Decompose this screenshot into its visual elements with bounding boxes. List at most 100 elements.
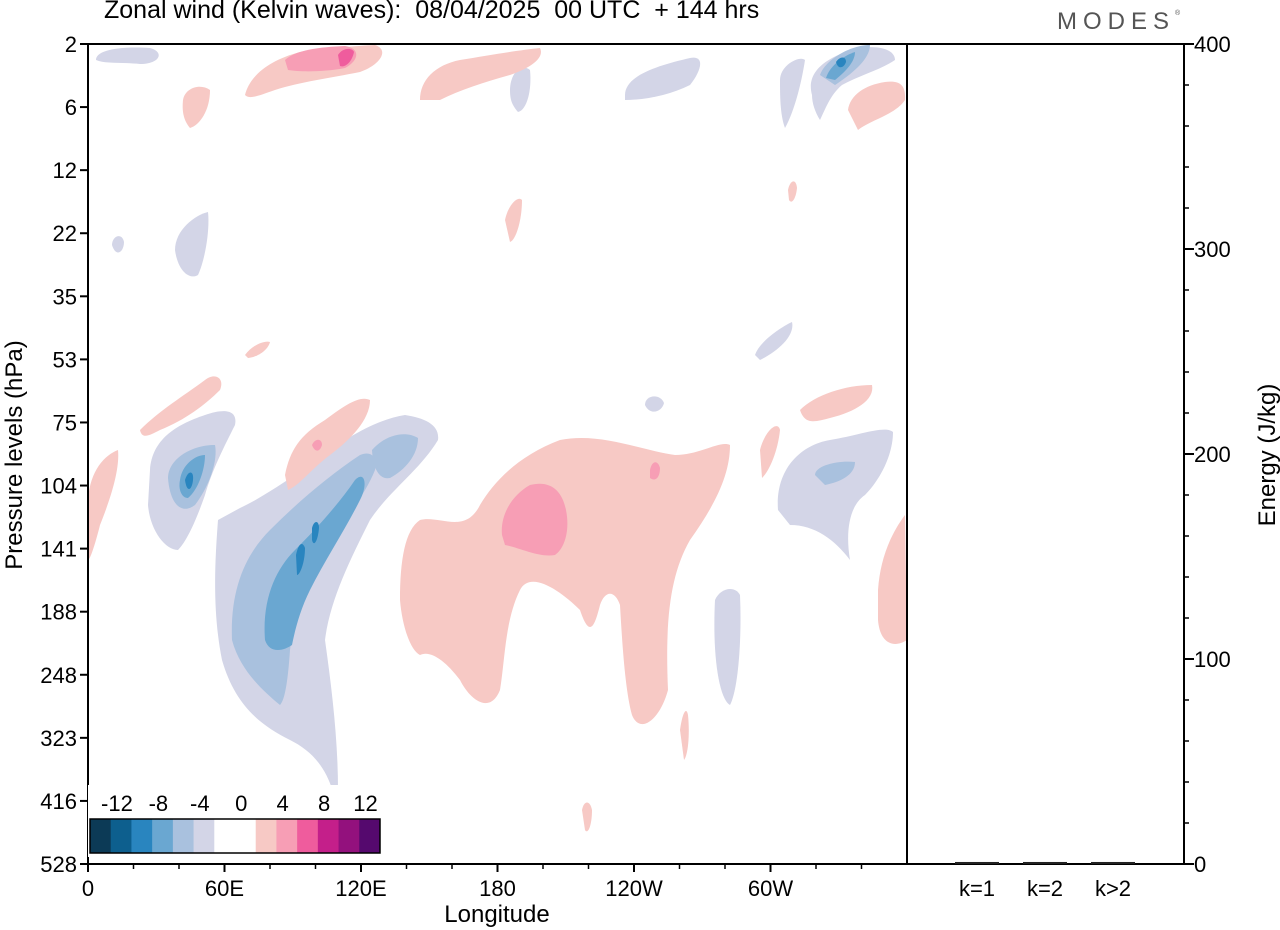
energy-category-label: k=1 xyxy=(959,876,995,901)
contour-pos-2 xyxy=(285,46,357,72)
contour-neg-2 xyxy=(815,461,855,485)
energy-category-label: k>2 xyxy=(1095,876,1131,901)
colorbar-swatch xyxy=(276,819,298,853)
y-tick-label: 323 xyxy=(40,726,77,751)
contour-pos-1 xyxy=(400,437,730,725)
contour-pos-1 xyxy=(88,450,119,560)
contour-pos-1 xyxy=(285,398,370,490)
energy-bar xyxy=(1023,861,1067,864)
y-tick-label: 528 xyxy=(40,852,77,877)
y-tick-label: 104 xyxy=(40,474,77,499)
colorbar-swatch xyxy=(214,819,236,853)
colorbar-swatch xyxy=(172,819,195,853)
contour-neg-1 xyxy=(777,429,893,560)
contour-neg-4 xyxy=(185,472,194,490)
energy-bar xyxy=(1091,861,1135,864)
contour-neg-4 xyxy=(296,544,305,575)
contour-pos-1 xyxy=(878,515,907,644)
x-tick-label: 180 xyxy=(479,876,516,901)
energy-tick-label: 100 xyxy=(1194,647,1231,672)
colorbar-swatch xyxy=(338,819,360,853)
colorbar-swatch xyxy=(297,819,319,853)
contour-neg-1 xyxy=(175,212,209,277)
colorbar-swatch xyxy=(90,819,112,853)
contour-neg-1 xyxy=(215,415,439,792)
energy-bars: k=1 k=2 k>2 xyxy=(955,861,1135,901)
y-tick-label: 53 xyxy=(53,347,77,372)
contour-pos-1 xyxy=(760,426,780,478)
y-tick-label: 35 xyxy=(53,284,77,309)
contour-pos-1 xyxy=(800,385,873,422)
contour-neg-1 xyxy=(645,396,664,412)
contour-pos-2 xyxy=(650,462,660,480)
longitude-axis: 0 60E 120E 180 120W 60W xyxy=(82,864,863,901)
colorbar-label: -8 xyxy=(149,791,169,816)
pressure-axis: 2 6 12 22 35 53 75 104 141 188 248 323 416 528 xyxy=(40,32,88,877)
contour-neg-1 xyxy=(625,57,701,100)
contour-pos-1 xyxy=(788,181,797,202)
y-tick-label: 22 xyxy=(53,221,77,246)
energy-category-label: k=2 xyxy=(1027,876,1063,901)
colorbar-swatch xyxy=(110,819,132,853)
x-tick-label: 120E xyxy=(335,876,386,901)
x-tick-label: 60E xyxy=(205,876,244,901)
y-tick-label: 141 xyxy=(40,537,77,562)
colorbar-swatch xyxy=(359,819,381,853)
colorbar-label: -4 xyxy=(190,791,210,816)
y-tick-label: 248 xyxy=(40,663,77,688)
contour-neg-1 xyxy=(112,236,124,253)
contour-pos-2 xyxy=(312,439,322,451)
contour-pos-1 xyxy=(680,710,689,760)
brand-logo: MODES® xyxy=(1057,8,1181,35)
contour-neg-3 xyxy=(264,476,365,650)
colorbar-border xyxy=(89,818,381,854)
x-tick-label: 120W xyxy=(605,876,663,901)
energy-tick-label: 0 xyxy=(1194,852,1206,877)
colorbar-swatch xyxy=(193,819,215,853)
colorbar-label: -12 xyxy=(101,791,133,816)
energy-axis-title: Energy (J/kg) xyxy=(1254,384,1280,527)
energy-axis: 0 100 200 300 400 xyxy=(1184,32,1231,877)
colorbar-swatch xyxy=(317,819,340,853)
contour-field xyxy=(88,45,907,832)
y-tick-label: 75 xyxy=(53,410,77,435)
energy-tick-label: 200 xyxy=(1194,442,1231,467)
x-tick-label: 60W xyxy=(748,876,793,901)
contour-neg-4 xyxy=(312,522,319,544)
x-tick-label: 0 xyxy=(82,876,94,901)
y-tick-label: 188 xyxy=(40,600,77,625)
contour-neg-2 xyxy=(372,434,418,479)
contour-pos-1 xyxy=(182,86,210,128)
contour-pos-3 xyxy=(338,48,354,67)
contour-pos-2 xyxy=(501,483,568,556)
y-tick-label: 2 xyxy=(65,32,77,57)
contour-pos-1 xyxy=(505,198,522,242)
chart-title: Zonal wind (Kelvin waves): 08/04/2025 00… xyxy=(104,0,760,24)
colorbar-label: 12 xyxy=(353,791,377,816)
contour-neg-1 xyxy=(755,322,793,360)
colorbar: -12 -8 -4 0 4 8 12 xyxy=(88,785,382,857)
energy-frame xyxy=(906,43,1185,865)
colorbar-label: 4 xyxy=(277,791,289,816)
energy-bar xyxy=(955,861,999,864)
contour-neg-1 xyxy=(96,47,159,64)
energy-tick-label: 400 xyxy=(1194,32,1231,57)
colorbar-swatch xyxy=(152,819,174,853)
contour-pos-1 xyxy=(420,48,541,100)
contour-neg-1 xyxy=(510,67,531,112)
contour-neg-4 xyxy=(836,57,846,68)
contour-pos-1 xyxy=(245,341,270,358)
contour-pos-1 xyxy=(848,81,906,130)
contour-neg-1 xyxy=(714,588,741,705)
energy-tick-label: 300 xyxy=(1194,237,1231,262)
colorbar-swatch xyxy=(235,819,257,853)
y-tick-label: 6 xyxy=(65,95,77,120)
y-tick-label: 416 xyxy=(40,789,77,814)
x-axis-title: Longitude xyxy=(444,901,549,928)
y-tick-label: 12 xyxy=(53,158,77,183)
contour-pos-1 xyxy=(140,376,222,436)
colorbar-swatch xyxy=(131,819,153,853)
y-axis-title: Pressure levels (hPa) xyxy=(1,340,28,569)
colorbar-label: 8 xyxy=(318,791,330,816)
